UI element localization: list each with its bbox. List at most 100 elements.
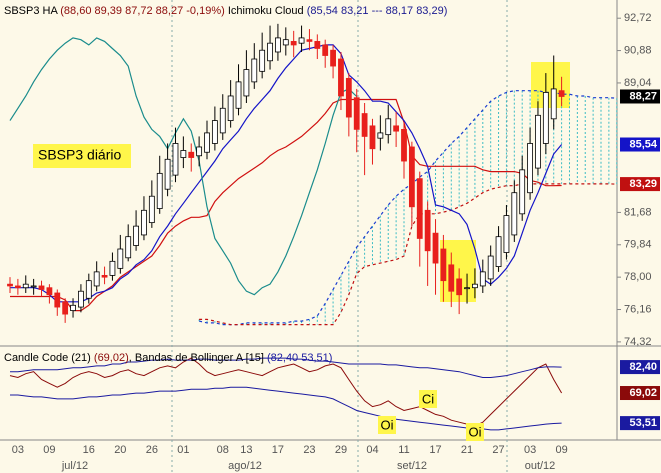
candle-body xyxy=(290,41,297,46)
header: SBSP3 HA (88,60 89,39 87,72 88,27 -0,19%… xyxy=(4,5,447,17)
month-label: jul/12 xyxy=(61,460,88,472)
candle-body xyxy=(38,285,45,290)
candle-body xyxy=(93,271,100,287)
annotation: Oi xyxy=(469,424,482,439)
x-tick-label: 17 xyxy=(272,444,284,456)
symbol: SBSP3 HA xyxy=(4,5,58,17)
x-tick-label: 04 xyxy=(366,444,378,456)
y-tick-label: 78,00 xyxy=(624,271,652,283)
candle-body xyxy=(101,274,108,278)
line xyxy=(10,44,563,303)
candle-body xyxy=(432,232,439,264)
candle-body xyxy=(211,120,218,144)
line xyxy=(10,98,562,312)
candle-body xyxy=(542,92,549,144)
candle-body xyxy=(78,290,84,308)
candle-body xyxy=(219,107,226,134)
candle-body xyxy=(519,169,526,215)
x-tick-label: 03 xyxy=(524,444,536,456)
candle-body xyxy=(148,195,155,224)
candle-body xyxy=(117,248,124,269)
candle-body xyxy=(259,49,266,72)
candle-body xyxy=(558,90,565,97)
candle-body xyxy=(550,88,557,120)
value-tag-label: 83,29 xyxy=(629,178,657,190)
candle-body xyxy=(7,283,13,287)
ohlc: (88,60 89,39 87,72 88,27 -0,19%) xyxy=(60,5,225,17)
candle-body xyxy=(172,143,179,176)
candle-body xyxy=(479,271,486,287)
candle-body xyxy=(298,37,305,44)
candle-body xyxy=(393,125,400,132)
candle-body xyxy=(85,280,92,299)
annotation: SBSP3 diário xyxy=(38,147,121,163)
candle-body xyxy=(196,146,203,157)
x-tick-label: 29 xyxy=(335,444,347,456)
value-tag-label: 88,27 xyxy=(629,90,657,102)
y-tick-label: 76,16 xyxy=(624,303,652,315)
x-tick-label: 09 xyxy=(43,444,55,456)
candle-body xyxy=(227,95,234,121)
x-tick-label: 01 xyxy=(177,444,189,456)
x-tick-label: 03 xyxy=(12,444,24,456)
candle-body xyxy=(503,215,510,253)
candle-body xyxy=(180,150,187,158)
candle-body xyxy=(30,285,37,288)
candle-body xyxy=(62,301,69,315)
candle-body xyxy=(109,260,116,276)
candle-body xyxy=(125,236,132,259)
candle-body xyxy=(353,97,360,130)
value-tag-label: 82,40 xyxy=(629,361,657,373)
x-tick-label: 11 xyxy=(398,444,409,456)
candle-body xyxy=(164,158,171,190)
title: Candle Code (21) xyxy=(4,352,91,364)
candle-body xyxy=(464,287,470,290)
value-tag xyxy=(620,137,660,152)
subtitle: , Bandas de Bollinger A [15] xyxy=(129,352,264,364)
candle-body xyxy=(22,283,29,289)
candle-body xyxy=(46,287,53,296)
line xyxy=(9,37,358,296)
y-tick-label: 89,04 xyxy=(624,77,652,89)
candle-body xyxy=(306,39,313,42)
candle-body xyxy=(338,58,344,97)
candle-body xyxy=(282,39,289,46)
annotation-box xyxy=(378,416,396,434)
value-tag xyxy=(620,177,660,192)
x-tick-label: 13 xyxy=(240,444,252,456)
x-tick-label: 17 xyxy=(429,444,441,456)
indicator-values: (85,54 83,21 --- 88,17 83,29) xyxy=(307,5,448,17)
candle-body xyxy=(156,172,163,209)
candle-body xyxy=(416,178,423,239)
month-label: ago/12 xyxy=(228,460,262,472)
candle-body xyxy=(377,132,384,139)
candle-body xyxy=(133,225,139,246)
indicator-name: Ichimoku Cloud xyxy=(228,5,304,17)
value-tag xyxy=(620,89,660,104)
month-label: set/12 xyxy=(397,460,427,472)
candle-body xyxy=(251,58,258,83)
x-tick-label: 16 xyxy=(83,444,95,456)
title-values: (69,02) xyxy=(94,352,129,364)
candle-body xyxy=(345,77,352,118)
y-tick-label: 90,88 xyxy=(624,44,652,56)
line xyxy=(199,183,617,326)
annotation-box xyxy=(419,390,437,408)
x-tick-label: 21 xyxy=(461,444,473,456)
x-tick-label: 09 xyxy=(555,444,567,456)
candle-body xyxy=(54,292,61,308)
candle-body xyxy=(495,236,502,267)
candle-body xyxy=(487,255,494,280)
line xyxy=(10,357,562,378)
y-tick-label: 81,68 xyxy=(624,206,652,218)
y-tick-label: 74,32 xyxy=(624,336,652,348)
value-tag xyxy=(620,386,660,401)
candle-body xyxy=(424,209,431,252)
plot: 92,72 90,88 89,04 81,68 79,84 78,00 76,16 74,32… xyxy=(7,12,660,472)
candle-body xyxy=(448,264,455,292)
candle-body xyxy=(385,118,392,136)
candle-body xyxy=(440,248,447,282)
candle-body xyxy=(267,42,273,62)
value-tag xyxy=(620,360,660,375)
